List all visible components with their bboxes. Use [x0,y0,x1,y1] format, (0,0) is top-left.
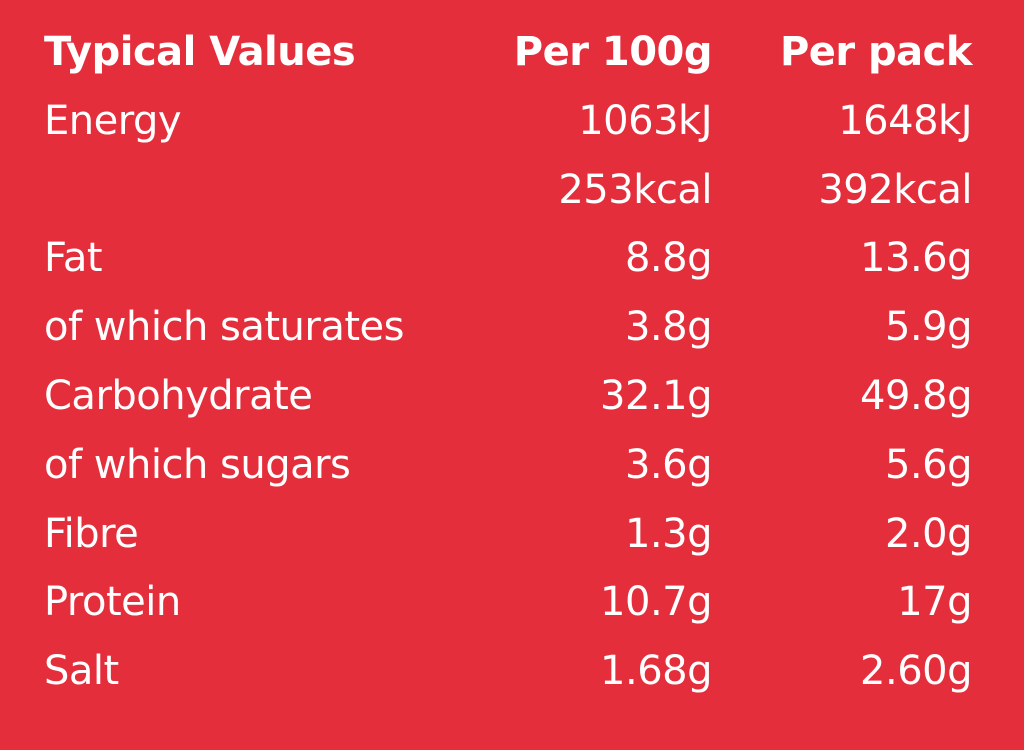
nutrient-value: 1.3g [624,510,713,557]
nutrient-label: Salt [44,648,119,695]
nutrient-value: 10.7g [600,579,712,626]
nutrient-value: 17g [897,579,972,626]
nutrient-label: of which saturates [44,304,404,351]
nutrient-value: 49.8g [860,373,972,419]
nutrient-value: 2.60g [860,648,972,695]
header-cell: Per 100g [513,29,713,75]
nutrient-value: 5.9g [884,304,973,351]
header-cell: Per pack [779,29,973,75]
nutrient-label: of which sugars [44,441,351,488]
nutrient-value: 3.8g [624,304,713,351]
header-cell: Typical Values [44,29,356,75]
nutrient-label: Carbohydrate [44,373,313,419]
nutrient-value: 1063kJ [578,97,712,144]
nutrient-value: 3.6g [624,441,713,488]
nutrient-label: Energy [44,97,182,144]
nutrient-value: 253kcal [558,166,712,213]
nutrient-value: 1.68g [600,648,712,695]
nutrient-value: 1648kJ [838,97,972,144]
nutrient-label: Protein [44,579,181,626]
nutrient-label: Fibre [44,510,139,557]
nutrient-value: 2.0g [884,510,973,557]
nutrient-value: 5.6g [884,441,973,488]
nutrient-value: 392kcal [818,166,972,213]
nutrient-value: 32.1g [600,373,712,419]
nutrient-value: 13.6g [860,235,972,282]
nutrient-label: Fat [44,235,103,282]
nutrient-value: 8.8g [624,235,713,282]
